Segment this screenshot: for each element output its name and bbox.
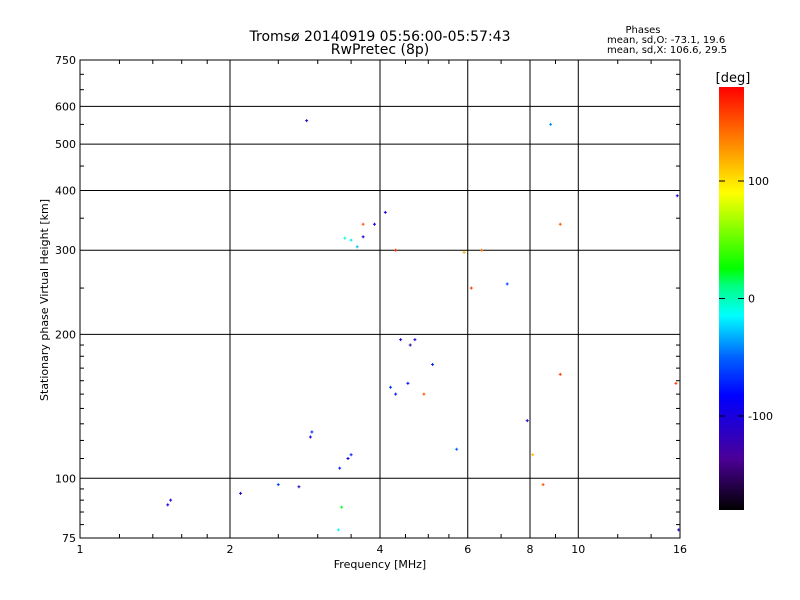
data-point [305,119,309,123]
data-point [394,392,398,396]
colorbar-tick-label: 0 [748,293,755,306]
colorbar-tick-label: -100 [748,410,773,423]
y-tick-label: 200 [55,328,76,341]
data-point [674,381,678,385]
data-point [336,528,340,532]
data-point [675,194,679,198]
data-point [394,248,398,252]
data-point [349,238,353,242]
stats-line-x: mean, sd,X: 106.6, 29.5 [607,45,727,56]
data-point [549,122,553,126]
colorbar-label: [deg] [716,71,751,86]
x-tick-label: 1 [77,543,84,556]
data-point [455,447,459,451]
data-point [349,453,353,457]
data-point [399,338,403,342]
chart-subtitle: RwPretec (8p) [331,42,429,58]
data-point [531,453,535,457]
stats-line-o: mean, sd,O: -73.1, 19.6 [607,35,725,46]
tick-labels: 1 2 4 6 8 10 16 75 100 200 300 400 500 600 750 [55,54,687,556]
data-point [308,435,312,439]
x-tick-label: 2 [227,543,234,556]
x-tick-label: 4 [377,543,384,556]
y-tick-label: 750 [55,54,76,67]
y-tick-label: 500 [55,138,76,151]
data-points [166,119,681,532]
data-point [355,245,359,249]
colorbar-tick-label: 100 [748,175,769,188]
data-point [340,505,344,509]
x-tick-label: 8 [527,543,534,556]
data-point [469,286,473,290]
data-point [462,250,466,254]
data-point [541,483,545,487]
data-point [169,498,173,502]
y-axis-label: Stationary phase Virtual Height [km] [38,199,51,401]
data-point [422,392,426,396]
grid-lines [80,60,680,538]
data-point [361,222,365,226]
data-point [406,381,410,385]
colorbar-ticks: 100 0 -100 [719,175,773,423]
data-point [558,372,562,376]
data-point [389,385,393,389]
x-tick-label: 6 [464,543,471,556]
data-point [383,210,387,214]
axes [79,59,681,539]
data-point [276,483,280,487]
data-point [343,236,347,240]
x-axis-label: Frequency [MHz] [334,558,426,571]
data-point [525,419,529,423]
y-tick-label: 75 [62,532,76,545]
x-tick-label: 16 [673,543,687,556]
data-point [480,248,484,252]
data-point [310,430,314,434]
y-tick-label: 400 [55,184,76,197]
data-point [297,485,301,489]
data-point [431,362,435,366]
stats-heading: Phases [625,25,660,36]
y-tick-label: 300 [55,244,76,257]
data-point [505,282,509,286]
data-point [239,491,243,495]
data-point [166,503,170,507]
y-tick-label: 600 [55,100,76,113]
data-point [338,466,342,470]
data-point [373,222,377,226]
data-point [346,456,350,460]
chart-title: Tromsø 20140919 05:56:00-05:57:43 [249,29,511,45]
data-point [558,222,562,226]
data-point [408,343,412,347]
data-point [361,235,365,239]
x-tick-label: 10 [571,543,585,556]
y-tick-label: 100 [55,472,76,485]
plot-frame [79,59,681,539]
data-point [413,338,417,342]
